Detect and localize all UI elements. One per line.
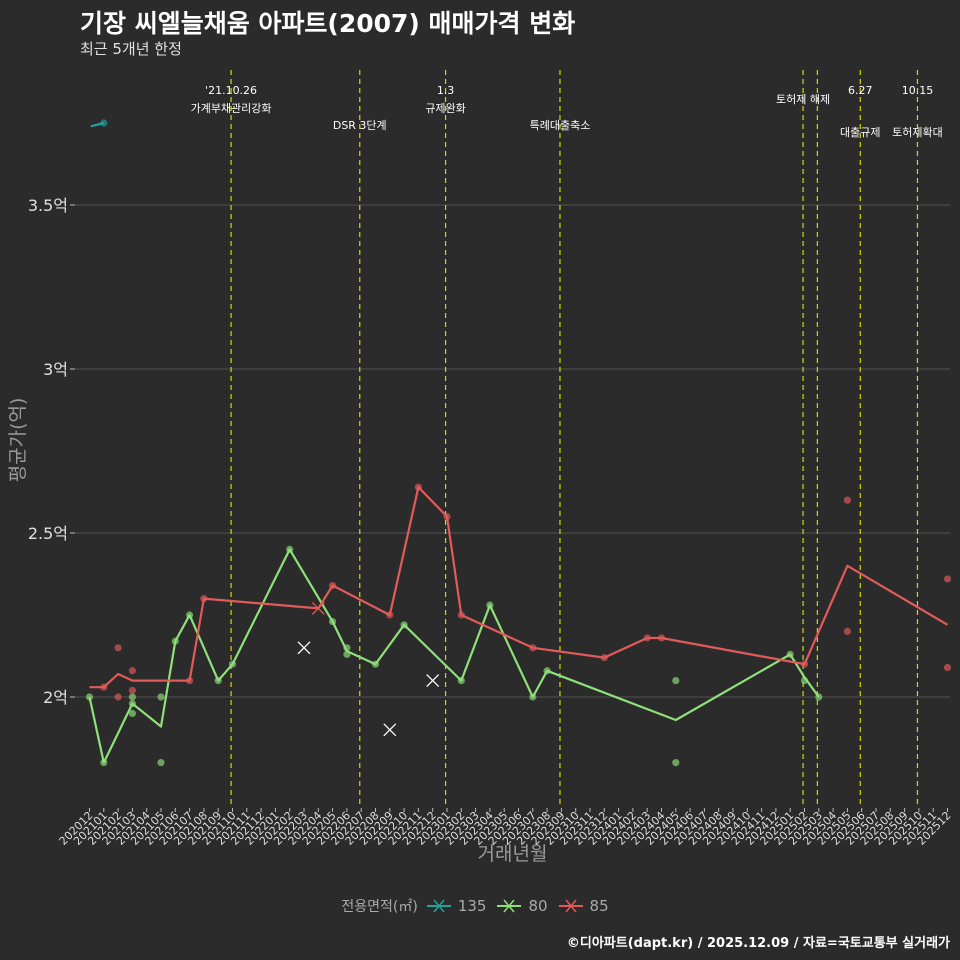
point-80 [286,545,294,554]
series-line-80 [88,548,820,764]
point-85 [843,496,852,504]
y-axis-title: 평균가(억) [7,398,29,483]
point-85 [329,581,337,590]
legend-item-80[interactable]: 80 [496,897,548,915]
point-85 [600,654,608,662]
point-85 [114,693,122,701]
point-80 [400,621,408,629]
point-80 [128,709,136,718]
point-80 [128,699,136,708]
point-80 [343,644,351,652]
point-85 [943,575,952,583]
point-80 [800,677,809,685]
legend-title: 전용면적(㎡) [341,899,418,915]
point-80 [457,677,465,685]
legend-key-135-icon [426,899,451,913]
point-80 [486,601,494,609]
point-85 [943,663,952,672]
legend-label-80: 80 [528,897,548,915]
point-80 [214,677,222,685]
point-85 [443,513,451,521]
event-label: 토허제 해제 [776,92,830,106]
event-label: 대출규제 [840,126,880,139]
source-caption: ©디아파트(dapt.kr) / 2025.12.09 / 자료=국토교통부 실… [566,936,950,951]
event-label: 토허제확대 [892,126,943,139]
point-85 [386,611,394,619]
y-tick-label: 2.5억 [28,524,68,543]
point-80 [228,660,237,668]
legend-label-85: 85 [589,897,609,915]
point-80 [85,693,94,701]
legend-item-85[interactable]: 85 [558,897,609,915]
point-80 [171,637,179,645]
point-80 [128,693,136,701]
point-80 [371,660,380,668]
y-tick-label: 2억 [43,688,68,707]
chart-subtitle: 최근 5개년 한정 [80,40,182,58]
event-label: 1.3 [437,84,455,97]
point-85 [114,644,122,652]
point-85 [414,483,422,491]
point-80 [343,650,351,658]
y-tick-label: 3억 [43,360,68,379]
point-80 [329,617,337,626]
point-85 [457,611,465,619]
series-line-85 [89,486,949,689]
cross-mark-85 [311,601,325,615]
legend-key-80-icon [497,899,522,913]
point-80 [672,759,680,767]
cross-mark-80 [383,723,397,737]
chart-title: 기장 씨엘늘채움 아파트(2007) 매매가격 변화 [80,9,576,38]
legend-item-135[interactable]: 135 [426,897,487,915]
point-80 [529,693,537,701]
event-label: 특례대출축소 [530,119,591,132]
point-80 [100,759,108,767]
point-85 [657,634,666,642]
point-80 [543,667,551,675]
point-135 [100,119,108,127]
point-80 [815,693,823,701]
point-85 [843,627,852,636]
legend: 전용면적(㎡) 135 80 85 [0,896,960,916]
point-85 [800,660,809,668]
event-label: DSR 3단계 [333,119,387,132]
legend-key-85-icon [558,899,583,913]
event-label: '21.10.26 [205,84,257,97]
point-85 [128,667,136,675]
cross-mark-80 [426,674,440,688]
event-label: 규제완화 [425,102,465,115]
event-label: 가계부채관리강화 [191,102,272,115]
cross-mark-80 [297,641,311,655]
point-80 [672,677,680,685]
point-80 [786,650,794,658]
point-80 [186,611,194,619]
point-85 [128,686,136,695]
point-85 [529,644,537,652]
point-85 [100,683,108,691]
point-85 [186,677,194,685]
event-label: 10.15 [902,84,934,97]
point-80 [157,759,165,767]
x-axis-title: 거래년월 [478,843,548,865]
point-85 [643,634,651,642]
point-85 [200,595,208,603]
legend-label-135: 135 [457,897,487,915]
point-80 [157,693,165,701]
event-label: 6.27 [848,84,873,97]
y-tick-label: 3.5억 [28,196,68,215]
